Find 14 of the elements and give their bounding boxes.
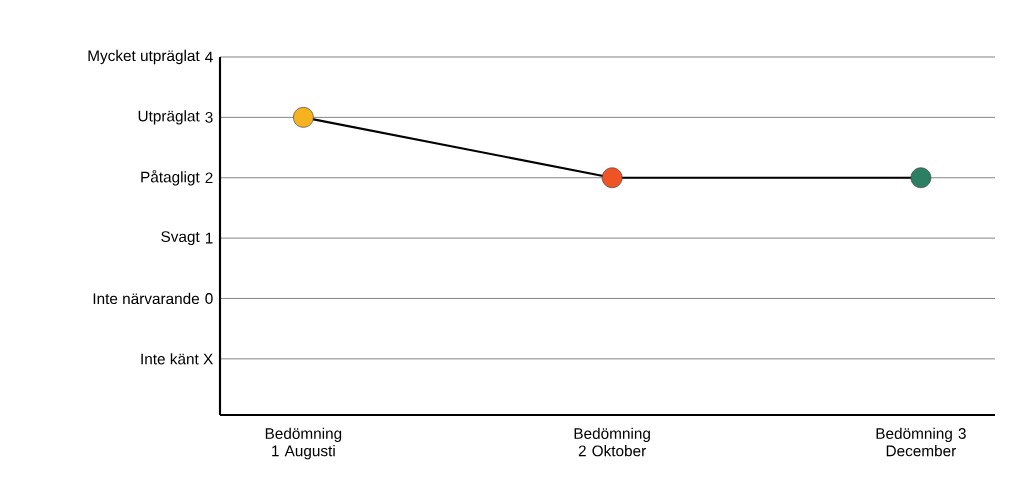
x-tick-label: Bedömning 1 Augusti bbox=[265, 427, 342, 460]
x-tick-label: Bedömning 3 December bbox=[876, 427, 966, 457]
y-tick-label: 0 bbox=[205, 293, 213, 304]
y-tick-label: 4 bbox=[205, 51, 213, 63]
text: Inte närvarande bbox=[93, 292, 200, 305]
y-tick-label: 1 bbox=[205, 232, 213, 244]
text: Påtagligt bbox=[141, 169, 200, 186]
x-tick-label: Bedömning 2 Oktober bbox=[574, 427, 650, 457]
y-tick-label: Inte känt X bbox=[141, 353, 213, 365]
y-tick-label: 2 bbox=[205, 172, 213, 184]
text: Mycket utpräglat bbox=[88, 49, 200, 65]
y-tick-label: 3 bbox=[205, 111, 213, 123]
text: Utpräglat bbox=[138, 110, 200, 125]
text: Svagt bbox=[161, 231, 200, 246]
